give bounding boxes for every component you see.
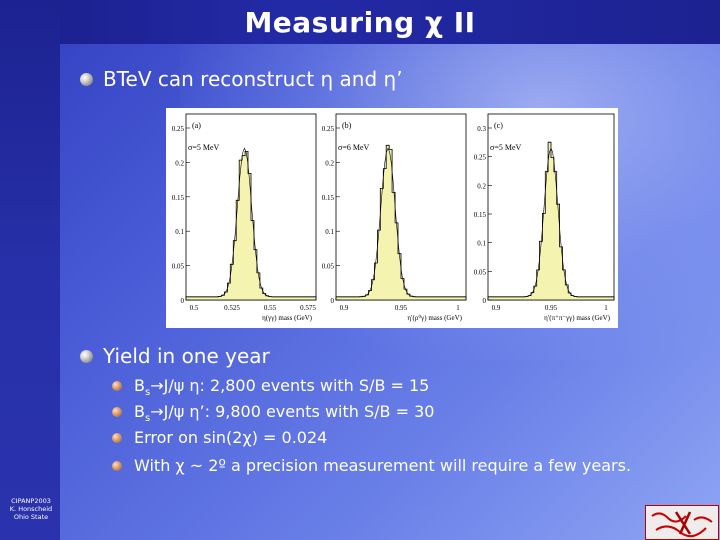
- x-tick-label: 0.95: [395, 304, 408, 312]
- sigma-label: σ=5 MeV: [490, 143, 521, 152]
- sub-bullet-icon: [112, 433, 122, 443]
- histogram-svg: 0.25 0.2 0.15 0.1 0.05 0 0.5 0.525 0.55 0.575 (a) σ…: [172, 113, 615, 322]
- y-tick-label: 0.1: [477, 240, 486, 248]
- btev-logo-icon: [646, 506, 718, 539]
- panel-label: (a): [192, 121, 201, 130]
- fit-curve: [488, 147, 614, 298]
- sub-bullet-precision: With χ ~ 2º a precision measurement will…: [134, 456, 632, 475]
- x-tick-label: 0.9: [492, 304, 501, 312]
- bullet-yield: Yield in one year: [103, 344, 270, 368]
- x-axis-label: η′(ρ⁰γ) mass (GeV): [407, 314, 462, 322]
- y-tick-label: 0.1: [175, 228, 184, 236]
- sigma-label: σ=6 MeV: [338, 143, 369, 152]
- x-tick-label: 0.9: [340, 304, 349, 312]
- x-tick-label: 0.575: [300, 304, 316, 312]
- y-tick-label: 0: [331, 297, 335, 305]
- y-tick-label: 0.1: [325, 228, 334, 236]
- bullet-reconstruct: BTeV can reconstruct η and η’: [103, 67, 403, 91]
- panel-label: (c): [494, 121, 503, 130]
- x-axis-label: η(γγ) mass (GeV): [262, 314, 313, 322]
- x-tick-label: 1: [456, 304, 460, 312]
- sub-bullet-eta-prime: Bs→J/ψ η’: 9,800 events with S/B = 30: [134, 402, 435, 425]
- y-tick-label: 0.25: [322, 125, 335, 133]
- y-tick-label: 0.05: [172, 263, 185, 271]
- y-tick-label: 0.2: [325, 159, 334, 167]
- footer-line: K. Honscheid: [9, 505, 53, 513]
- sub-bullet-eta: Bs→J/ψ η: 2,800 events with S/B = 15: [134, 376, 430, 399]
- fit-curve: [186, 147, 316, 298]
- sub-bullet-icon: [112, 381, 122, 391]
- x-tick-label: 0.525: [224, 304, 240, 312]
- sigma-label: σ=5 MeV: [188, 143, 219, 152]
- y-tick-label: 0: [483, 297, 487, 305]
- footer-credit: CIPANP2003 K. Honscheid Ohio State: [4, 497, 58, 521]
- x-axis-label: η′(π⁺π⁻γγ) mass (GeV): [544, 314, 611, 322]
- btev-logo: [645, 505, 719, 540]
- x-tick-label: 0.55: [264, 304, 277, 312]
- bullet-icon: [80, 350, 93, 363]
- title-bar: [0, 0, 720, 44]
- panel-label: (b): [342, 121, 352, 130]
- left-bar: [0, 0, 60, 540]
- y-tick-label: 0.2: [175, 159, 184, 167]
- sub-bullet-icon: [112, 407, 122, 417]
- y-tick-label: 0.05: [322, 263, 335, 271]
- sub-bullet-error: Error on sin(2χ) = 0.024: [134, 428, 328, 447]
- footer-line: CIPANP2003: [11, 497, 51, 505]
- y-tick-label: 0: [181, 297, 185, 305]
- x-tick-label: 1: [604, 304, 608, 312]
- sub-bullet-icon: [112, 461, 122, 471]
- y-tick-label: 0.15: [322, 194, 335, 202]
- x-tick-label: 0.95: [545, 304, 558, 312]
- histogram-figure: 0.25 0.2 0.15 0.1 0.05 0 0.5 0.525 0.55 0.575 (a) σ…: [166, 108, 618, 328]
- y-tick-label: 0.05: [474, 268, 487, 276]
- slide-title: Measuring χ II: [244, 6, 476, 39]
- fit-curve: [336, 147, 466, 298]
- y-tick-label: 0.25: [474, 154, 487, 162]
- x-tick-label: 0.5: [190, 304, 199, 312]
- y-tick-label: 0.15: [474, 211, 487, 219]
- bullet-icon: [80, 73, 93, 86]
- y-tick-label: 0.15: [172, 194, 185, 202]
- y-tick-label: 0.25: [172, 125, 185, 133]
- footer-line: Ohio State: [13, 513, 49, 521]
- y-tick-label: 0.2: [477, 182, 486, 190]
- y-tick-label: 0.3: [477, 125, 486, 133]
